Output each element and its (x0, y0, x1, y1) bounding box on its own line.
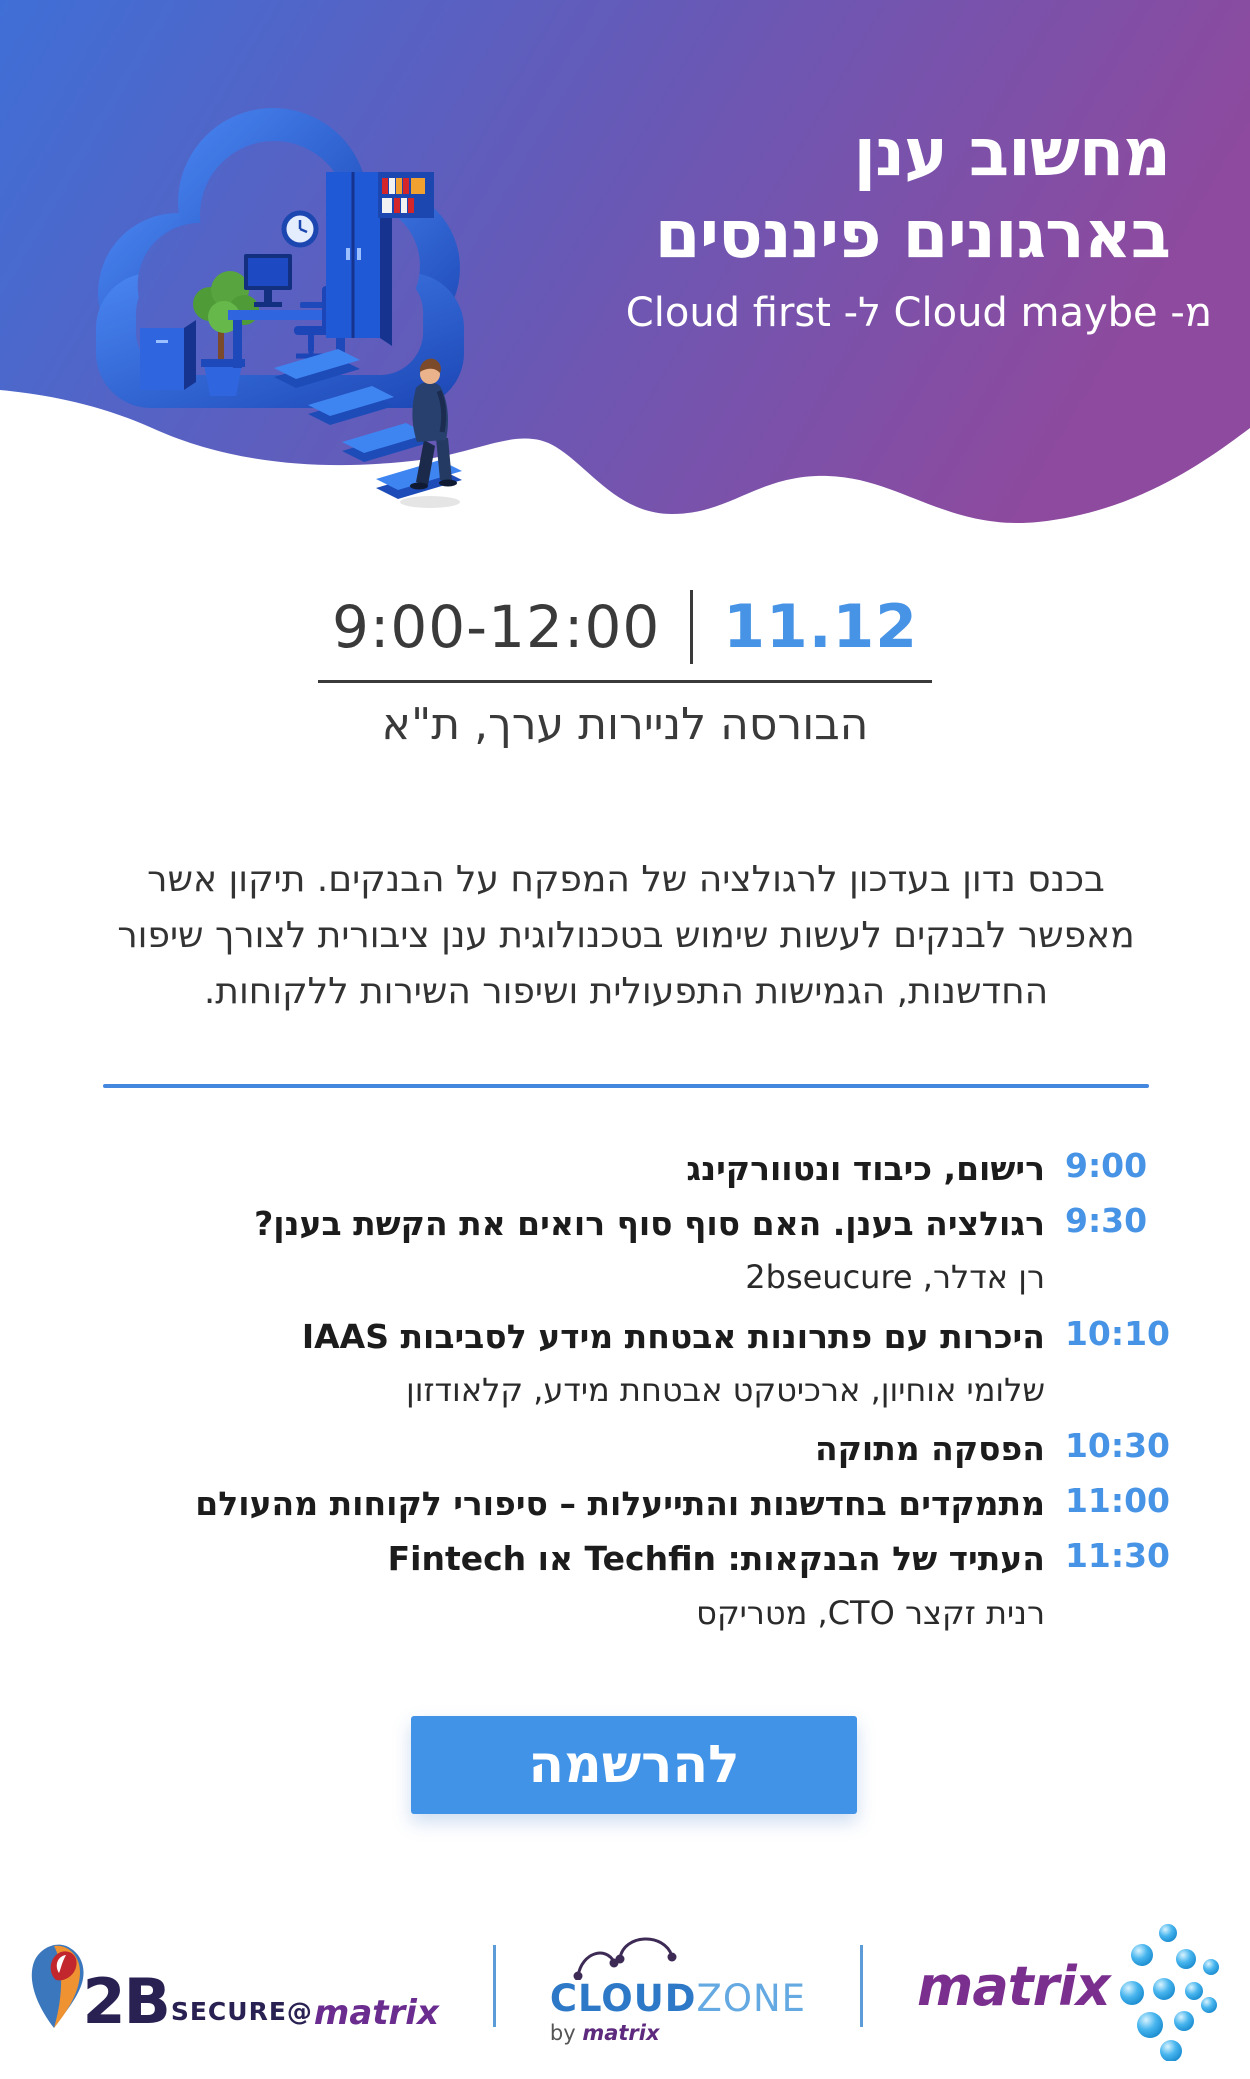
footer-divider (860, 1945, 864, 2027)
logo-matrix-text: matrix (917, 1954, 1110, 2018)
binders (382, 178, 425, 213)
title-line-2: בארגונים פיננסים (654, 195, 1171, 273)
logo-secure-text: SECURE@ (170, 1997, 313, 2026)
agenda-time: 10:30 (1064, 1425, 1170, 1465)
agenda-row: 9:30 רגולציה בענן. האם סוף סוף רואים את … (60, 1201, 1170, 1247)
agenda-divider-line (103, 1084, 1149, 1088)
agenda-title: רגולציה בענן. האם סוף סוף רואים את הקשת … (254, 1204, 1045, 1244)
agenda-row: 11:30 העתיד של הבנקאות: Techfin או Finte… (60, 1536, 1170, 1582)
logo-2bsecure[interactable]: 2B SECURE@ matrix (24, 1942, 439, 2039)
page-title: מחשוב ענן בארגונים פיננסים (654, 112, 1171, 276)
agenda-time: 11:00 (1064, 1481, 1170, 1521)
register-button[interactable]: להרשמה (411, 1716, 857, 1814)
event-time-range: 9:00-12:00 (331, 593, 661, 661)
agenda-list: 9:00 רישום, כיבוד ונטוורקינג 9:30 רגולצי… (60, 1146, 1170, 1649)
logo-2b-matrix-text: matrix (313, 1993, 439, 2033)
hero-background-illustration (0, 0, 1250, 524)
agenda-row: 9:00 רישום, כיבוד ונטוורקינג (60, 1146, 1170, 1192)
agenda-row: 10:30 הפסקה מתוקה (60, 1426, 1170, 1472)
agenda-speaker: רן אדלר, 2bseucure (745, 1258, 1045, 1297)
agenda-title: מתמקדים בחדשנות והתייעלות – סיפורי לקוחו… (195, 1484, 1045, 1524)
logo-2b-text: 2B (82, 1965, 170, 2039)
event-date-block: 9:00-12:00 11.12 הבורסה לניירות ערך, ת"א (0, 590, 1250, 750)
footer-logos: 2B SECURE@ matrix CLOUDZONE by matrix matr… (0, 1896, 1250, 2076)
agenda-time: 11:30 (1064, 1536, 1170, 1576)
logo-by-text: by (549, 2020, 576, 2045)
cloud-office-illustration (96, 108, 464, 508)
logo-matrix[interactable]: matrix (917, 1911, 1226, 2061)
agenda-time: 10:10 (1064, 1313, 1170, 1353)
businessman-figure (400, 358, 460, 508)
agenda-time: 9:00 (1065, 1146, 1148, 1185)
title-line-1: מחשוב ענן (853, 114, 1171, 191)
event-description: בכנס נדון בעדכון לרגולציה של המפקח על הב… (117, 859, 1135, 1012)
page-subtitle: מ- Cloud maybe ל- Cloud first (625, 290, 1212, 336)
date-time-row: 9:00-12:00 11.12 (317, 590, 933, 683)
footer-divider (492, 1945, 496, 2027)
agenda-title: רישום, כיבוד ונטוורקינג (686, 1149, 1045, 1188)
logo-cloudzone[interactable]: CLOUDZONE by matrix (550, 1928, 806, 2045)
agenda-title: הפסקה מתוקה (814, 1428, 1045, 1468)
date-separator-line (690, 590, 694, 664)
cloud-arc-icon (573, 1937, 677, 1980)
agenda-time: 9:30 (1065, 1201, 1148, 1241)
agenda-speaker: שלומי אוחיון, ארכיטקט אבטחת מידע, קלאודז… (406, 1370, 1045, 1409)
agenda-title: העתיד של הבנקאות: Techfin או Fintech (387, 1539, 1045, 1579)
logo-bymatrix-text: matrix (582, 2020, 660, 2045)
event-date: 11.12 (723, 592, 919, 662)
agenda-speaker: רנית זקצר CTO, מטריקס (696, 1593, 1045, 1632)
agenda-row: 11:00 מתמקדים בחדשנות והתייעלות – סיפורי… (60, 1481, 1170, 1527)
office-furniture (140, 172, 434, 396)
teardrop-icon (32, 1944, 84, 2028)
event-location: הבורסה לניירות ערך, ת"א (381, 699, 869, 750)
agenda-title: היכרות עם פתרונות אבטחת מידע לסביבות IAA… (301, 1316, 1045, 1356)
logo-zone-text: ZONE (696, 1976, 807, 2020)
agenda-row: 10:10 היכרות עם פתרונות אבטחת מידע לסביב… (60, 1314, 1170, 1360)
dots-cluster-icon (1119, 1924, 1219, 2061)
hero-header: מחשוב ענן בארגונים פיננסים מ- Cloud mayb… (0, 0, 1250, 660)
logo-cloud-text: CLOUD (549, 1976, 697, 2020)
